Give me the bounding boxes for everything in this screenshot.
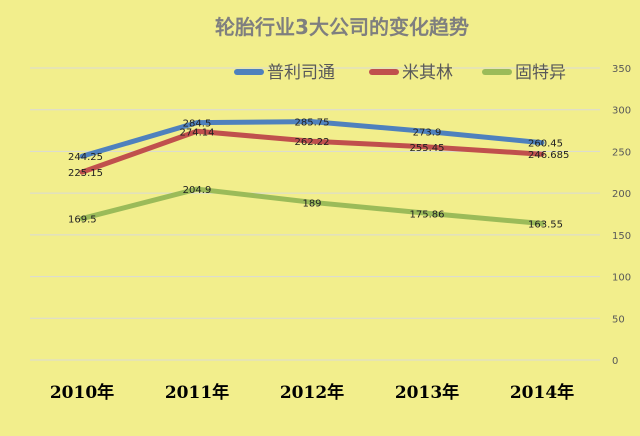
data-label: 246.685 (528, 150, 569, 161)
data-label: 175.86 (410, 209, 445, 220)
data-label: 204.9 (183, 185, 212, 196)
data-label: 262.22 (295, 137, 330, 148)
grid-lines (30, 67, 600, 361)
legend-entry: 米其林 (402, 63, 453, 83)
x-tick-label: 2012年 (280, 382, 344, 403)
series-group (79, 119, 545, 227)
y-tick-label: 150 (612, 231, 631, 242)
data-label: 225.15 (68, 168, 103, 179)
legend-entry: 固特异 (515, 63, 566, 83)
series-line-0 (79, 119, 545, 159)
y-axis: 0 50 100 150 200 250 300 350 (612, 64, 631, 367)
series-line-1 (79, 128, 545, 175)
y-tick-label: 50 (612, 314, 625, 325)
x-axis: 2010年 2011年 2012年 2013年 2014年 (50, 382, 574, 403)
x-tick-label: 2013年 (395, 382, 459, 403)
y-tick-label: 300 (612, 106, 631, 117)
data-label: 163.55 (528, 220, 563, 231)
data-label: 244.25 (68, 152, 103, 163)
x-tick-label: 2011年 (165, 382, 229, 403)
data-label: 273.9 (413, 127, 442, 138)
series-line-2 (79, 186, 545, 227)
y-tick-label: 100 (612, 273, 631, 284)
data-label: 284.5 (183, 119, 212, 130)
y-tick-label: 250 (612, 147, 631, 158)
x-tick-label: 2014年 (510, 382, 574, 403)
y-tick-label: 200 (612, 189, 631, 200)
data-label: 285.75 (295, 118, 330, 129)
data-label: 274.14 (180, 127, 215, 138)
legend: 普利司通 米其林 固特异 (234, 63, 566, 83)
x-tick-label: 2010年 (50, 382, 114, 403)
chart-title: 轮胎行业3大公司的变化趋势 (215, 15, 469, 39)
data-label: 260.45 (528, 139, 563, 150)
data-label: 189 (302, 198, 321, 209)
legend-entry: 普利司通 (267, 63, 335, 83)
data-label: 255.45 (410, 143, 445, 154)
data-labels: 244.25 284.5 285.75 273.9 260.45 225.15 274.14… (68, 118, 569, 231)
y-tick-label: 350 (612, 64, 631, 75)
y-tick-label: 0 (612, 356, 618, 367)
data-label: 169.5 (68, 215, 97, 226)
